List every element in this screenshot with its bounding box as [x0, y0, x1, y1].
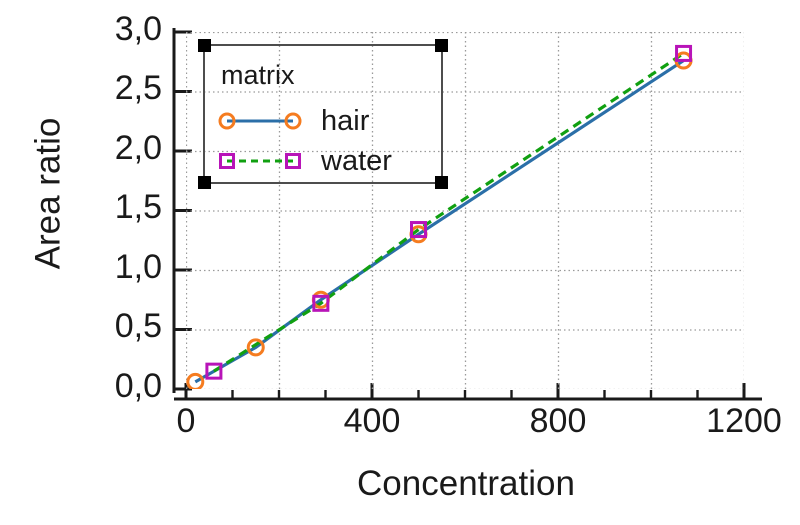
legend-entry-water[interactable]: water [217, 144, 433, 178]
x-tick-label: 800 [529, 402, 587, 440]
y-tick-label: 0,0 [114, 367, 162, 405]
resize-handle-bottom-left[interactable] [198, 176, 211, 189]
legend-swatch-water [219, 153, 301, 169]
y-tick-label: 1,5 [114, 188, 162, 226]
y-axis-tick-labels: 3,0 2,5 2,0 1,5 1,0 0,5 0,0 [70, 0, 162, 420]
x-tick-label: 0 [176, 402, 196, 440]
x-tick-label: 400 [343, 402, 401, 440]
x-tick-label: 1200 [706, 402, 782, 440]
legend-entry-hair[interactable]: hair [217, 104, 433, 138]
y-tick-label: 2,0 [114, 129, 162, 167]
x-axis-title: Concentration [357, 464, 575, 503]
legend-title: matrix [221, 60, 295, 90]
y-tick-label: 2,5 [114, 69, 162, 107]
plot-area [186, 32, 744, 389]
y-tick-label: 1,0 [114, 248, 162, 286]
resize-handle-top-left[interactable] [198, 39, 211, 52]
data-layer [186, 32, 744, 389]
resize-handle-top-right[interactable] [435, 39, 448, 52]
y-tick-label: 3,0 [114, 10, 162, 48]
legend-label-water: water [321, 145, 392, 177]
legend-swatch-hair [218, 112, 302, 130]
legend-label-hair: hair [321, 105, 370, 137]
resize-handle-bottom-right[interactable] [435, 176, 448, 189]
legend-box[interactable]: matrix hair water [198, 39, 448, 189]
y-tick-label: 0,5 [114, 307, 162, 345]
